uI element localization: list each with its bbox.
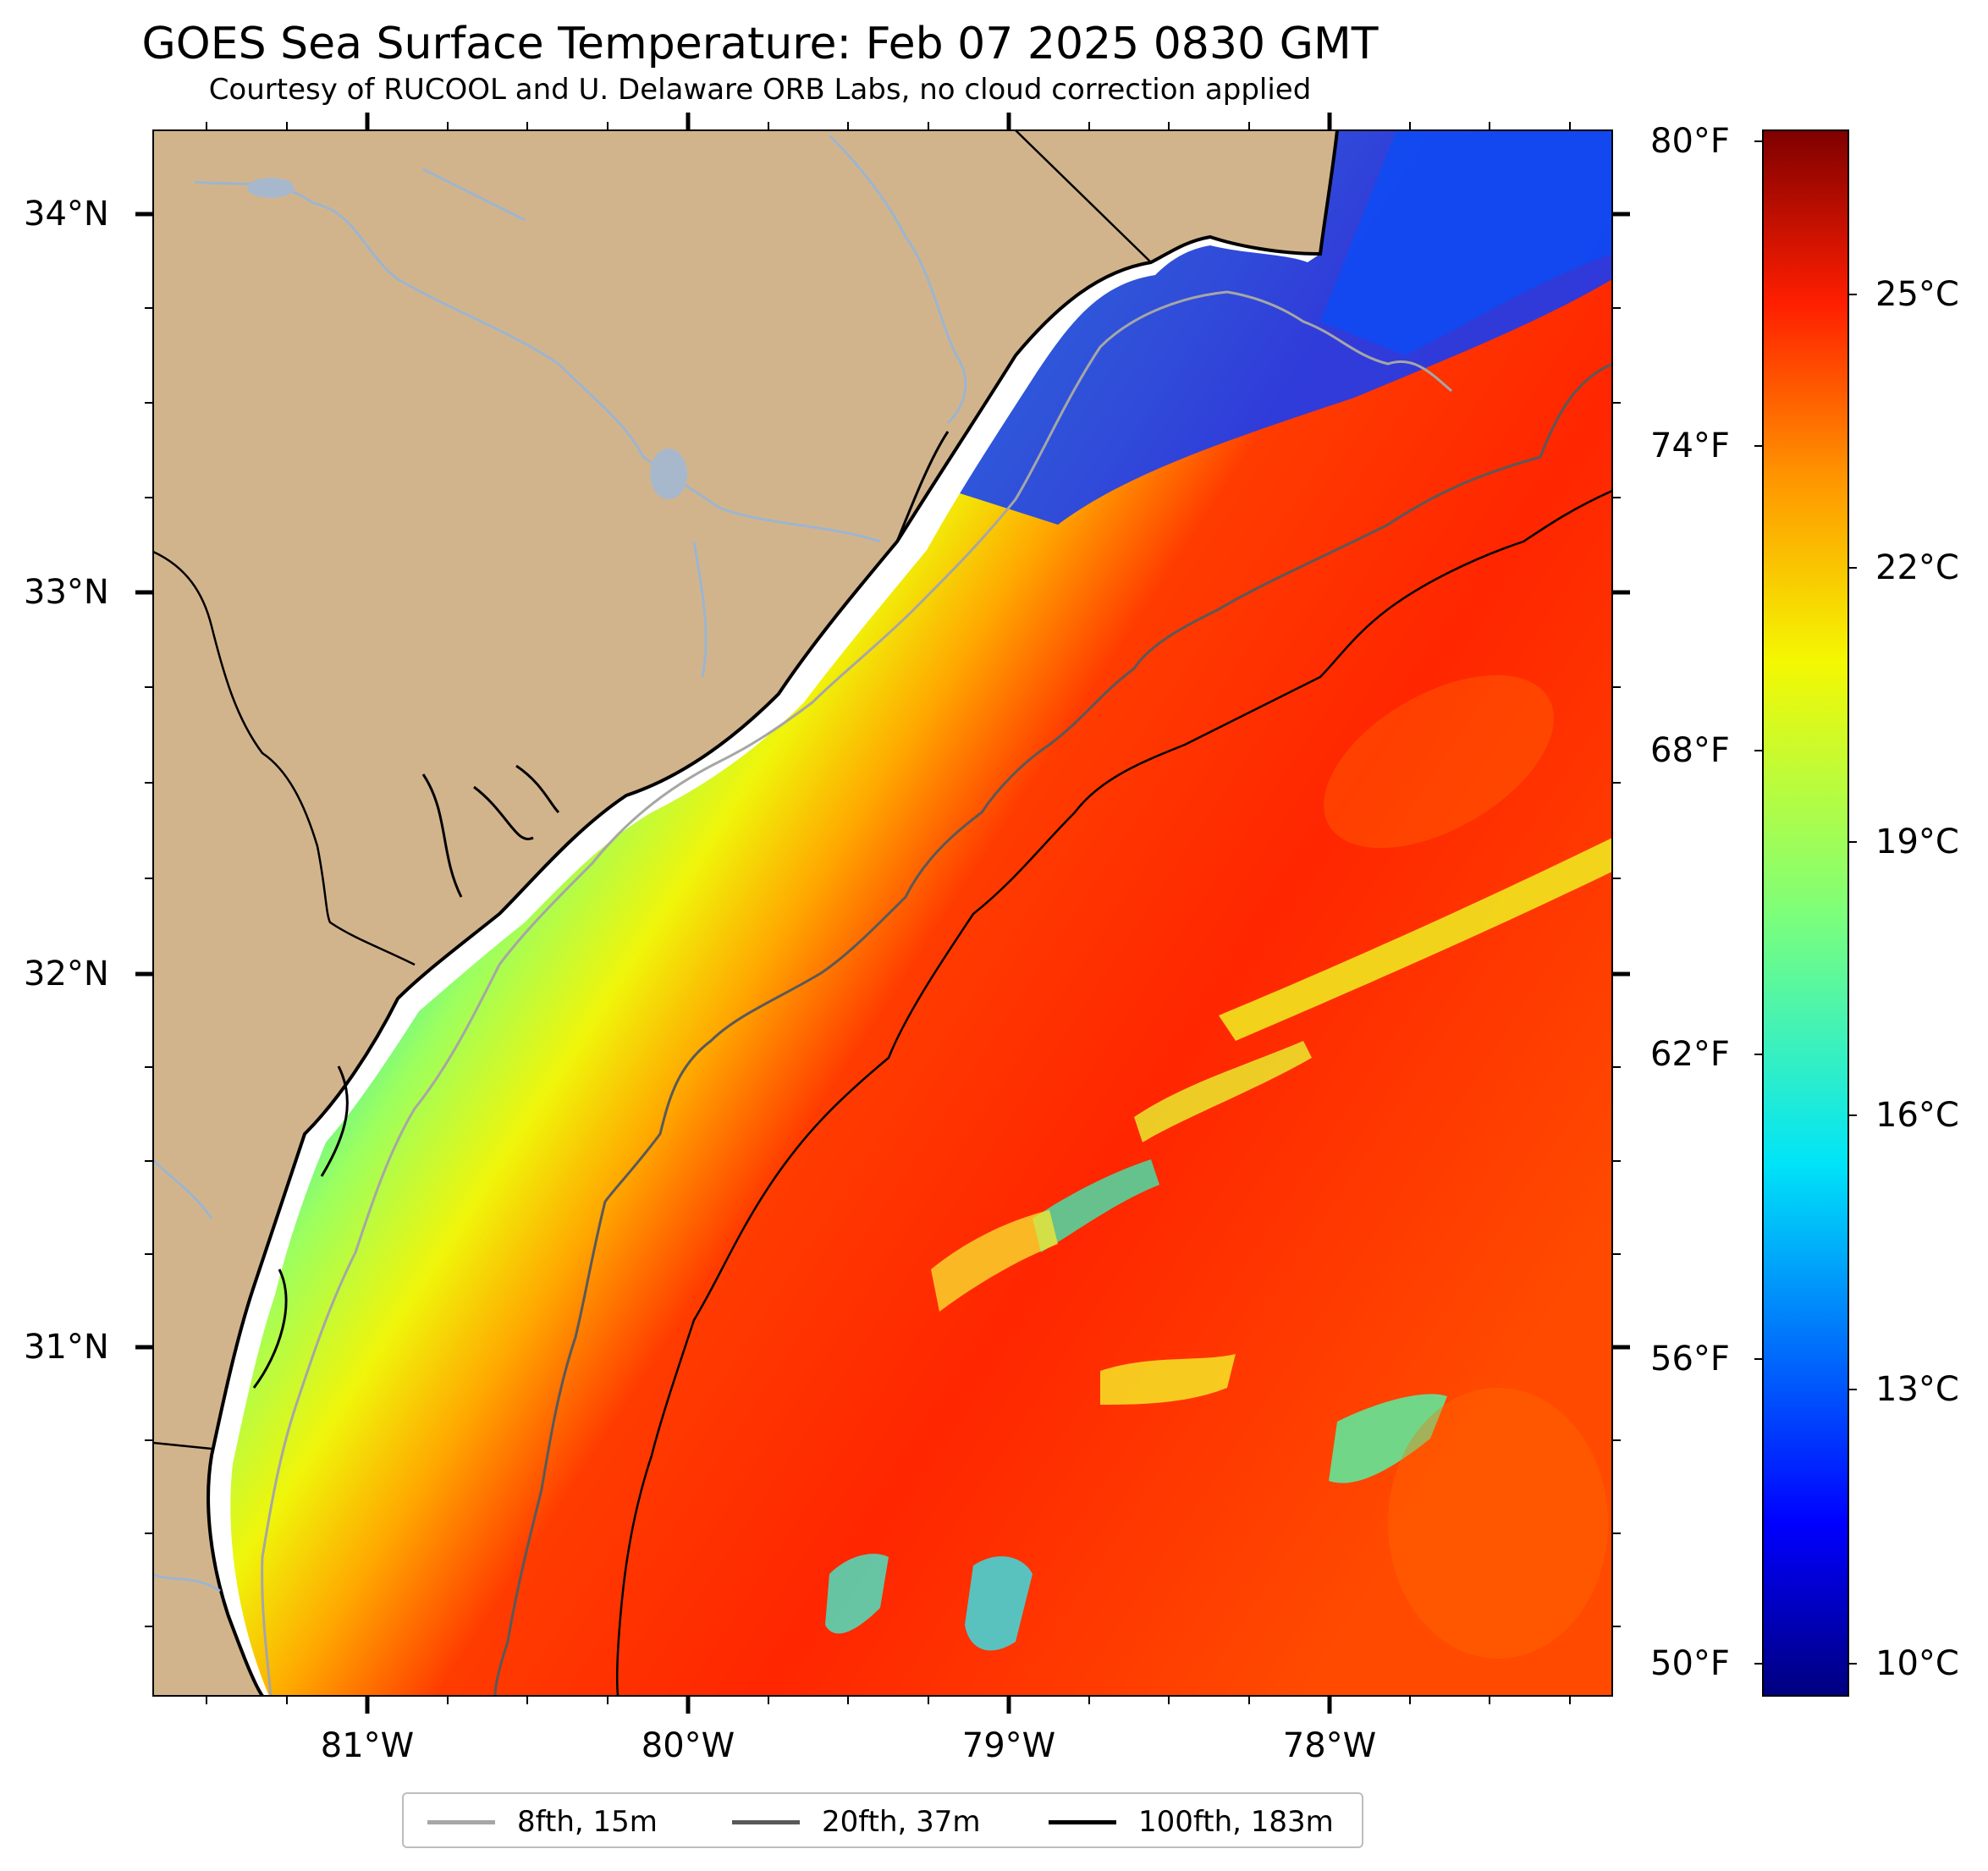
coastline	[207, 130, 1339, 1696]
colorbar-label-19c: 19°C	[1875, 823, 1959, 861]
lat-label-31n: 31°N	[24, 1328, 109, 1367]
contour-20fth	[493, 362, 1612, 1696]
map-subtitle: Courtesy of RUCOOL and U. Delaware ORB L…	[208, 73, 1312, 107]
colorbar-label-16c: 16°C	[1875, 1096, 1959, 1135]
legend-item-20fth: 20fth, 37m	[732, 1802, 981, 1841]
colorbar-label-25c: 25°C	[1875, 275, 1959, 314]
state-border-ga-fl	[153, 1441, 212, 1450]
legend-swatch-8fth	[427, 1819, 495, 1824]
land-mass	[153, 130, 1337, 1696]
colorbar-label-10c: 10°C	[1875, 1644, 1959, 1683]
state-border-sc-ga	[153, 550, 416, 966]
lon-label-79w: 79°W	[961, 1726, 1056, 1765]
map-title: GOES Sea Surface Temperature: Feb 07 202…	[141, 19, 1379, 69]
colorbar-label-56f: 56°F	[1650, 1340, 1730, 1378]
state-border-nc-sc	[1015, 130, 1152, 263]
colorbar-label-62f: 62°F	[1650, 1035, 1730, 1074]
contour-100fth	[615, 489, 1612, 1696]
colorbar-label-50f: 50°F	[1650, 1644, 1730, 1683]
cloud-artifact-streak	[1219, 838, 1612, 1041]
lat-label-33n: 33°N	[24, 573, 109, 612]
colorbar-label-13c: 13°C	[1875, 1370, 1959, 1409]
legend-item-100fth: 100fth, 183m	[1049, 1802, 1334, 1841]
lon-label-81w: 81°W	[320, 1726, 415, 1765]
legend-label-100fth: 100fth, 183m	[1138, 1805, 1334, 1839]
colorbar	[1762, 129, 1849, 1697]
colorbar-label-22c: 22°C	[1875, 548, 1959, 587]
lon-label-80w: 80°W	[641, 1726, 735, 1765]
colorbar-label-74f: 74°F	[1650, 426, 1730, 465]
map-frame	[152, 129, 1613, 1697]
legend-item-8fth: 8fth, 15m	[427, 1802, 658, 1841]
legend-swatch-100fth	[1049, 1819, 1116, 1824]
minor-ticks	[145, 122, 1621, 1704]
lat-label-34n: 34°N	[24, 195, 109, 234]
major-ticks	[135, 113, 1630, 1714]
colorbar-label-80f: 80°F	[1650, 122, 1730, 161]
rivers	[153, 134, 967, 1593]
contour-8fth	[261, 290, 1452, 1696]
colorbar-ticks	[1754, 140, 1857, 1665]
legend-label-8fth: 8fth, 15m	[517, 1805, 658, 1839]
legend-label-20fth: 20fth, 37m	[822, 1805, 981, 1839]
contour-legend: 8fth, 15m 20fth, 37m 100fth, 183m	[402, 1792, 1363, 1848]
lat-label-32n: 32°N	[24, 955, 109, 993]
legend-swatch-20fth	[732, 1819, 800, 1824]
lon-label-78w: 78°W	[1282, 1726, 1377, 1765]
colorbar-label-68f: 68°F	[1650, 731, 1730, 770]
